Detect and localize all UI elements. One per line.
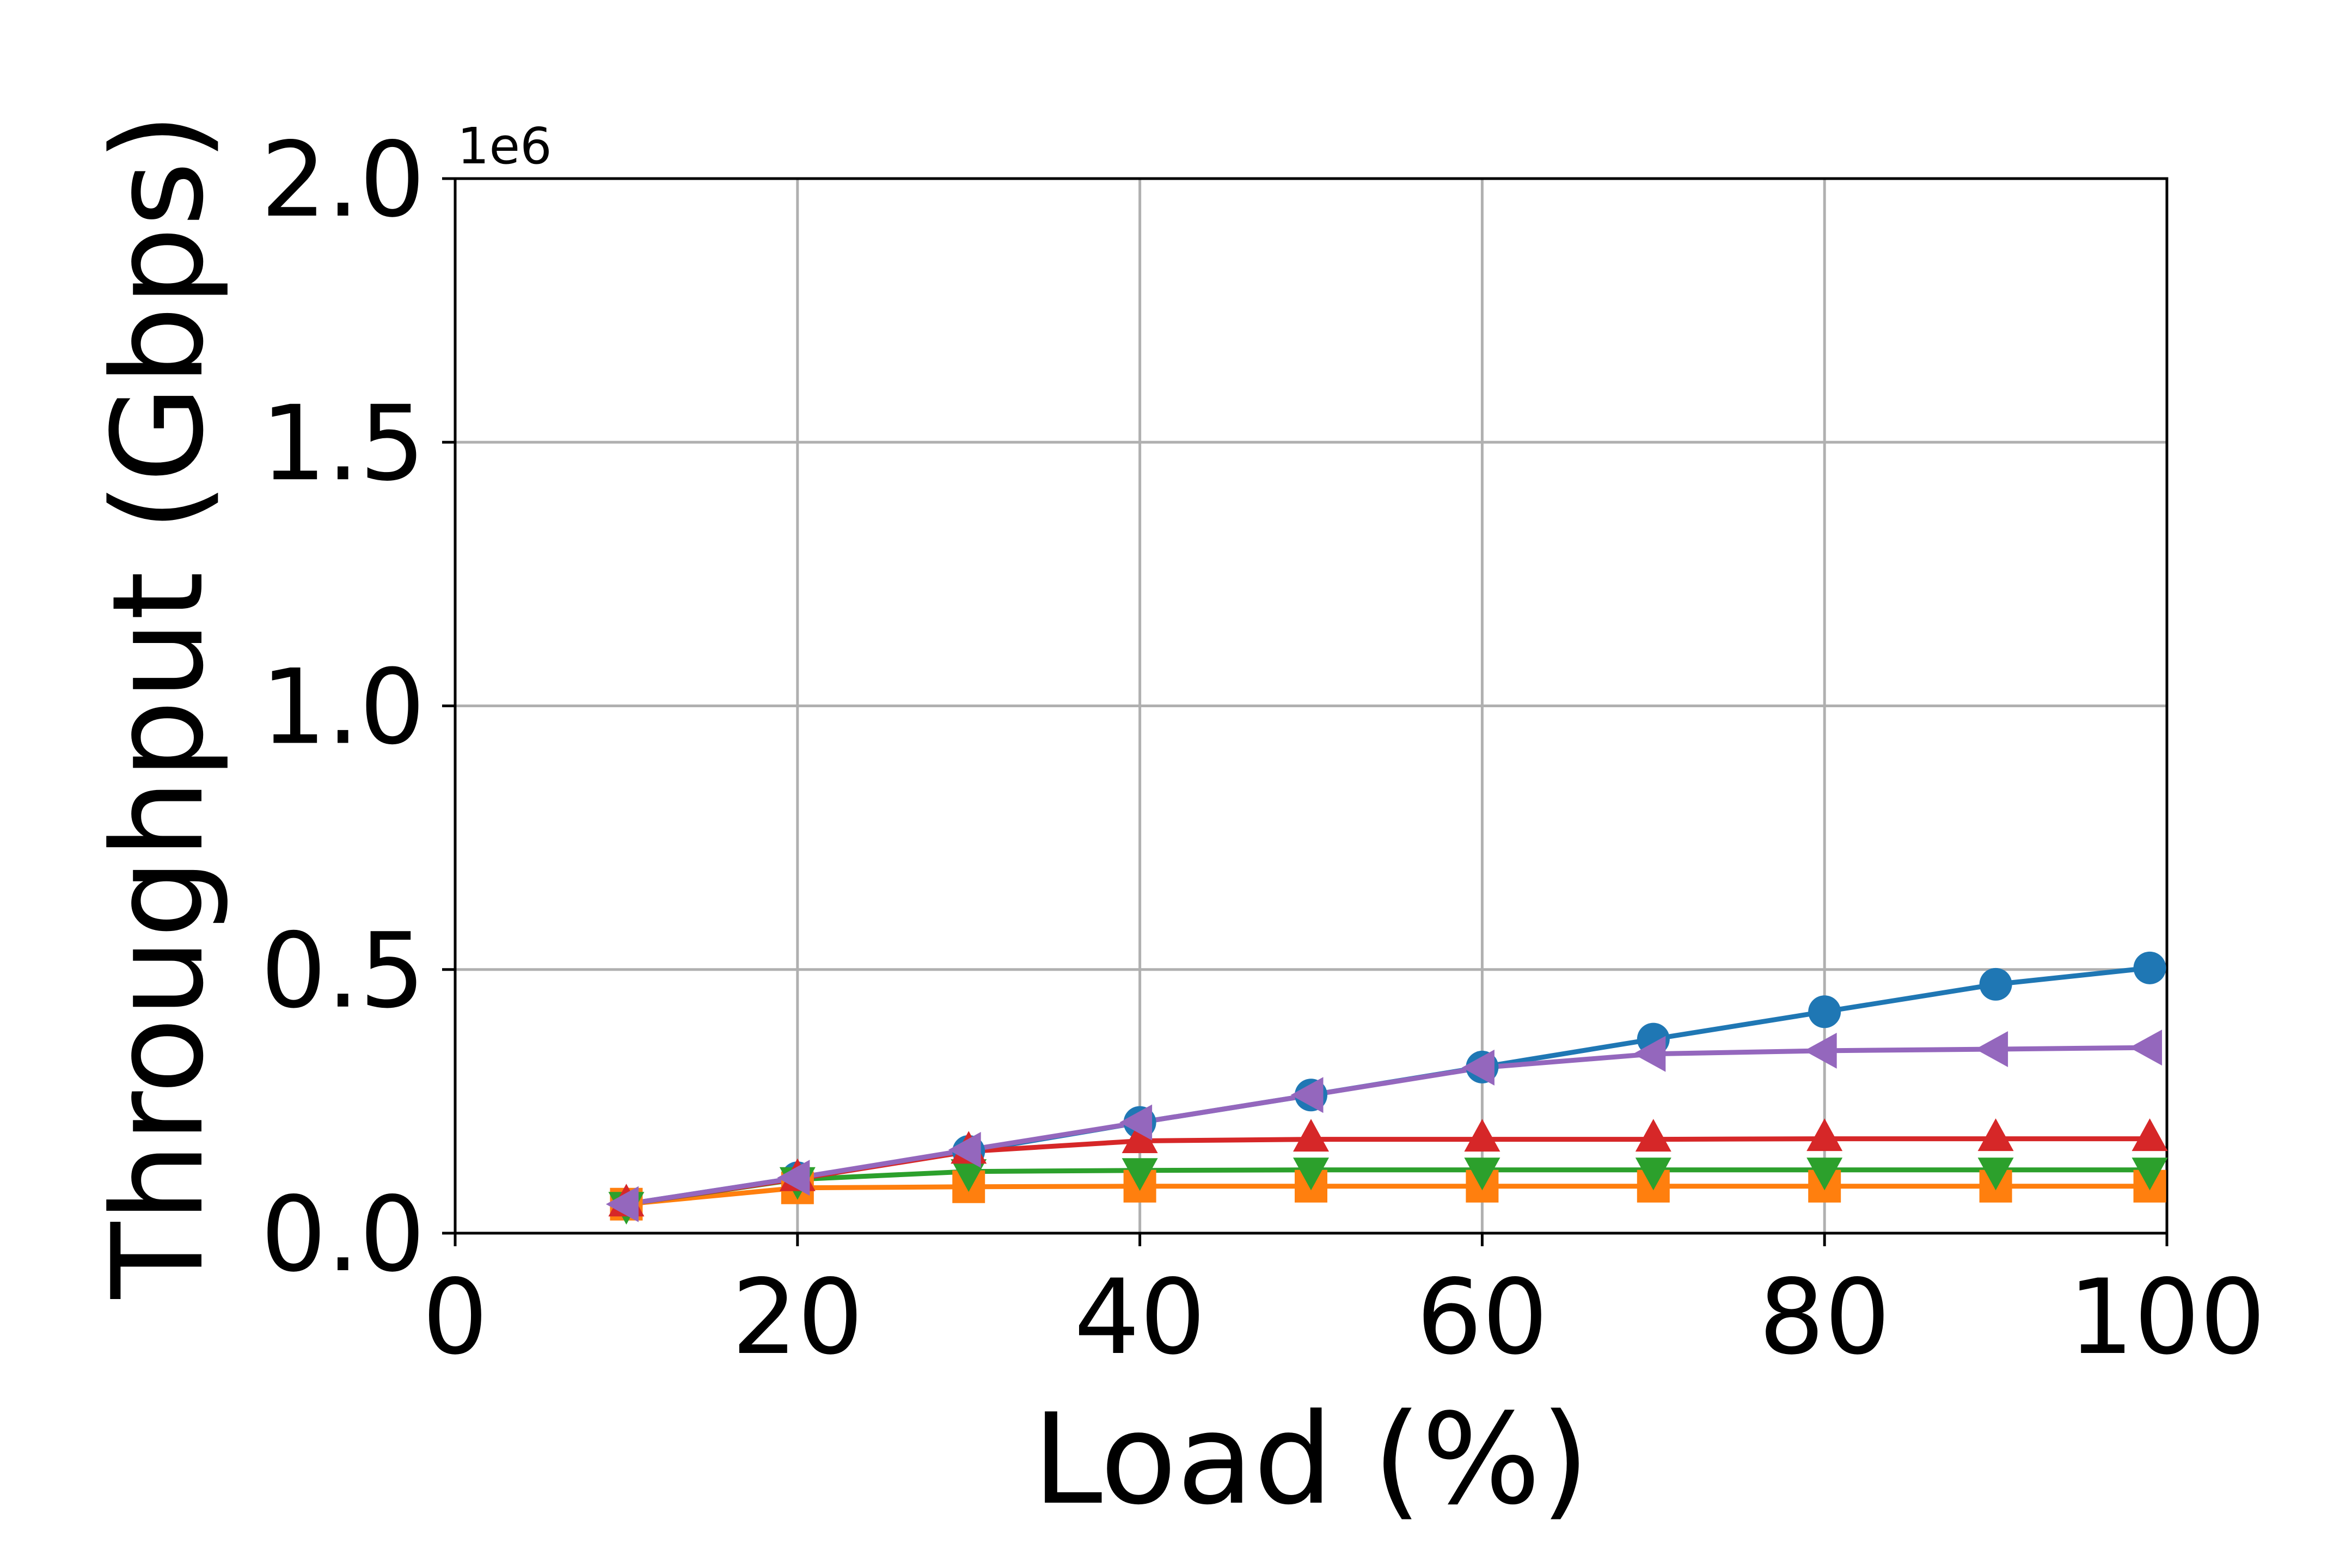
y-tick-label: 0.0 <box>261 1174 425 1295</box>
y-axis-title: Throughput (Gbps) <box>86 113 231 1300</box>
data-point-series-4 <box>1122 1120 1158 1154</box>
x-tick-label: 0 <box>422 1257 488 1377</box>
x-axis: 0 20 40 60 80 100 <box>422 1233 2266 1377</box>
data-point-series-3 <box>1464 1157 1500 1191</box>
y-offset-label: 1e6 <box>457 117 552 175</box>
data-point-series-5 <box>1804 1032 1837 1069</box>
data-point-series-3 <box>1806 1157 1843 1191</box>
data-point-series-5 <box>1290 1077 1324 1113</box>
data-point-series-1 <box>1808 995 1841 1028</box>
series-line-5 <box>626 1045 2150 1207</box>
y-tick-label: 0.5 <box>261 911 425 1031</box>
data-point-series-1 <box>1979 967 2012 1001</box>
data-point-series-4 <box>2132 1118 2168 1152</box>
y-axis: 0.0 0.5 1.0 1.5 2.0 <box>261 120 455 1295</box>
data-point-series-5 <box>1461 1049 1494 1086</box>
x-tick-label: 20 <box>732 1257 863 1377</box>
data-point-series-5 <box>1119 1104 1153 1141</box>
data-point-series-4 <box>1635 1119 1671 1152</box>
data-point-series-5 <box>948 1131 981 1168</box>
gridlines <box>454 177 2169 1235</box>
data-point-series-5 <box>777 1160 810 1196</box>
data-point-series-3 <box>1977 1157 2014 1191</box>
data-point-series-4 <box>1293 1119 1329 1152</box>
data-point-series-4 <box>1464 1119 1500 1152</box>
series-line-3 <box>626 1167 2150 1207</box>
x-tick-label: 60 <box>1417 1257 1548 1377</box>
series-line-2 <box>626 1184 2150 1207</box>
data-point-series-5 <box>605 1186 639 1222</box>
data-point-series-4 <box>1977 1118 2014 1152</box>
x-tick-label: 100 <box>2068 1257 2266 1377</box>
y-tick-label: 1.5 <box>261 383 425 504</box>
data-point-series-3 <box>1635 1157 1671 1191</box>
data-point-series-3 <box>2132 1157 2168 1191</box>
data-point-series-3 <box>951 1159 987 1192</box>
y-tick-label: 2.0 <box>261 120 425 240</box>
data-point-series-3 <box>1293 1157 1329 1191</box>
data-point-series-1 <box>2133 951 2166 984</box>
y-tick-label: 1.0 <box>261 647 425 768</box>
series-markers <box>605 951 2168 1225</box>
series-lines <box>626 965 2151 1207</box>
data-point-series-5 <box>2129 1030 2163 1066</box>
data-point-series-4 <box>1806 1118 1843 1152</box>
x-tick-label: 40 <box>1074 1257 1206 1377</box>
x-axis-title: Load (%) <box>1033 1387 1590 1533</box>
data-point-series-5 <box>1633 1036 1666 1072</box>
x-tick-label: 80 <box>1759 1257 1890 1377</box>
data-point-series-3 <box>1122 1158 1158 1191</box>
data-point-series-5 <box>1975 1031 2008 1067</box>
